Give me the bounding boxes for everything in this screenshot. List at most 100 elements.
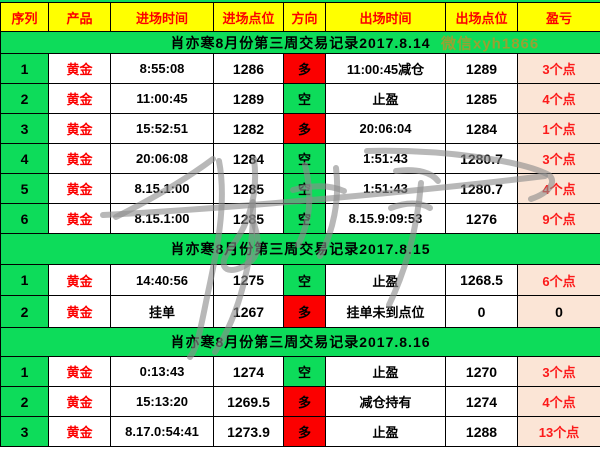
product-cell: 黄金 bbox=[48, 143, 111, 174]
pnl-cell: 4个点 bbox=[517, 386, 600, 417]
section-title: 肖亦寒8月份第三周交易记录2017.8.14 bbox=[170, 34, 431, 51]
entry-time-cell: 15:52:51 bbox=[110, 113, 214, 144]
table-row: 6 黄金 8.15.1:00 1285 空 8.15.9:09:53 1276 9个点 bbox=[0, 203, 600, 234]
entry-point-cell: 1275 bbox=[213, 264, 284, 296]
table-row: 2 黄金 15:13:20 1269.5 多减仓持有 1274 4个点 bbox=[0, 386, 600, 417]
entry-point-cell: 1267 bbox=[213, 295, 284, 328]
table-row: 2 黄金 11:00:45 1289 空止盈 1285 4个点 bbox=[0, 83, 600, 114]
entry-time-cell: 8.15.1:00 bbox=[110, 203, 214, 234]
direction-cell: 多 bbox=[283, 416, 326, 447]
table-row: 2 黄金 挂单 1267 多挂单未到点位 0 0 bbox=[0, 295, 600, 328]
table-row: 3 黄金 8.17.0:54:41 1273.9 多止盈 1288 13个点 bbox=[0, 416, 600, 447]
seq-cell: 1 bbox=[0, 356, 49, 387]
table-row: 3 黄金 15:52:51 1282 多 20:06:04 1284 1个点 bbox=[0, 113, 600, 144]
seq-cell: 4 bbox=[0, 143, 49, 174]
section-banner: 肖亦寒8月份第三周交易记录2017.8.14 微信xyh1866 bbox=[0, 31, 600, 54]
product-cell: 黄金 bbox=[48, 83, 111, 114]
wechat-id-watermark: 微信xyh1866 bbox=[441, 35, 540, 52]
seq-cell: 1 bbox=[0, 53, 49, 84]
exit-time-cell: 减仓持有 bbox=[325, 386, 446, 417]
pnl-cell: 3个点 bbox=[517, 356, 600, 387]
seq-cell: 2 bbox=[0, 83, 49, 114]
exit-time-cell: 止盈 bbox=[325, 264, 446, 296]
direction-cell: 空 bbox=[283, 143, 326, 174]
entry-point-cell: 1285 bbox=[213, 203, 284, 234]
entry-time-cell: 8.17.0:54:41 bbox=[110, 416, 214, 447]
direction-cell: 多 bbox=[283, 113, 326, 144]
table-row: 5 黄金 8.15.1:00 1285 空 1:51:43 1280.7 4个点 bbox=[0, 173, 600, 204]
exit-point-cell: 0 bbox=[445, 295, 518, 328]
entry-time-cell: 14:40:56 bbox=[110, 264, 214, 296]
direction-cell: 空 bbox=[283, 173, 326, 204]
exit-point-cell: 1270 bbox=[445, 356, 518, 387]
pnl-cell: 3个点 bbox=[517, 143, 600, 174]
exit-point-cell: 1280.7 bbox=[445, 173, 518, 204]
header-entry-time: 进场时间 bbox=[110, 2, 214, 32]
entry-point-cell: 1285 bbox=[213, 173, 284, 204]
section-banner-row: 肖亦寒8月份第三周交易记录2017.8.15 bbox=[0, 233, 600, 265]
entry-point-cell: 1274 bbox=[213, 356, 284, 387]
exit-point-cell: 1289 bbox=[445, 53, 518, 84]
exit-time-cell: 止盈 bbox=[325, 83, 446, 114]
seq-cell: 6 bbox=[0, 203, 49, 234]
direction-cell: 空 bbox=[283, 356, 326, 387]
exit-time-cell: 8.15.9:09:53 bbox=[325, 203, 446, 234]
header-exit-point: 出场点位 bbox=[445, 2, 518, 32]
exit-time-cell: 1:51:43 bbox=[325, 143, 446, 174]
seq-cell: 2 bbox=[0, 386, 49, 417]
exit-time-cell: 11:00:45减仓 bbox=[325, 53, 446, 84]
product-cell: 黄金 bbox=[48, 113, 111, 144]
product-cell: 黄金 bbox=[48, 173, 111, 204]
pnl-cell: 13个点 bbox=[517, 416, 600, 447]
exit-point-cell: 1288 bbox=[445, 416, 518, 447]
pnl-cell: 3个点 bbox=[517, 53, 600, 84]
entry-time-cell: 8.15.1:00 bbox=[110, 173, 214, 204]
seq-cell: 3 bbox=[0, 416, 49, 447]
header-seq: 序列 bbox=[0, 2, 49, 32]
section-banner-row: 肖亦寒8月份第三周交易记录2017.8.16 bbox=[0, 327, 600, 357]
direction-cell: 空 bbox=[283, 83, 326, 114]
product-cell: 黄金 bbox=[48, 386, 111, 417]
product-cell: 黄金 bbox=[48, 264, 111, 296]
entry-point-cell: 1269.5 bbox=[213, 386, 284, 417]
exit-point-cell: 1280.7 bbox=[445, 143, 518, 174]
pnl-cell: 4个点 bbox=[517, 83, 600, 114]
direction-cell: 空 bbox=[283, 264, 326, 296]
header-product: 产品 bbox=[48, 2, 111, 32]
pnl-cell: 9个点 bbox=[517, 203, 600, 234]
direction-cell: 多 bbox=[283, 295, 326, 328]
header-entry-point: 进场点位 bbox=[213, 2, 284, 32]
product-cell: 黄金 bbox=[48, 356, 111, 387]
table-row: 4 黄金 20:06:08 1284 空 1:51:43 1280.7 3个点 bbox=[0, 143, 600, 174]
section-banner: 肖亦寒8月份第三周交易记录2017.8.16 bbox=[0, 327, 600, 357]
section-title: 肖亦寒8月份第三周交易记录2017.8.15 bbox=[170, 241, 431, 257]
table-row: 1 黄金 14:40:56 1275 空止盈 1268.5 6个点 bbox=[0, 264, 600, 296]
entry-point-cell: 1284 bbox=[213, 143, 284, 174]
section-title: 肖亦寒8月份第三周交易记录2017.8.16 bbox=[170, 334, 431, 350]
product-cell: 黄金 bbox=[48, 203, 111, 234]
entry-time-cell: 8:55:08 bbox=[110, 53, 214, 84]
header-pnl: 盈亏 bbox=[517, 2, 600, 32]
direction-cell: 空 bbox=[283, 203, 326, 234]
exit-point-cell: 1284 bbox=[445, 113, 518, 144]
seq-cell: 2 bbox=[0, 295, 49, 328]
exit-time-cell: 挂单未到点位 bbox=[325, 295, 446, 328]
header-direction: 方向 bbox=[283, 2, 326, 32]
product-cell: 黄金 bbox=[48, 53, 111, 84]
product-cell: 黄金 bbox=[48, 295, 111, 328]
section-banner: 肖亦寒8月份第三周交易记录2017.8.15 bbox=[0, 233, 600, 265]
table-body: 肖亦寒8月份第三周交易记录2017.8.14 微信xyh1866 1 黄金 8:55:0… bbox=[0, 31, 600, 447]
seq-cell: 1 bbox=[0, 264, 49, 296]
entry-point-cell: 1273.9 bbox=[213, 416, 284, 447]
pnl-cell: 1个点 bbox=[517, 113, 600, 144]
exit-time-cell: 1:51:43 bbox=[325, 173, 446, 204]
entry-time-cell: 20:06:08 bbox=[110, 143, 214, 174]
exit-time-cell: 止盈 bbox=[325, 416, 446, 447]
header-exit-time: 出场时间 bbox=[325, 2, 446, 32]
product-cell: 黄金 bbox=[48, 416, 111, 447]
section-banner-row: 肖亦寒8月份第三周交易记录2017.8.14 微信xyh1866 bbox=[0, 31, 600, 54]
entry-time-cell: 挂单 bbox=[110, 295, 214, 328]
exit-point-cell: 1274 bbox=[445, 386, 518, 417]
